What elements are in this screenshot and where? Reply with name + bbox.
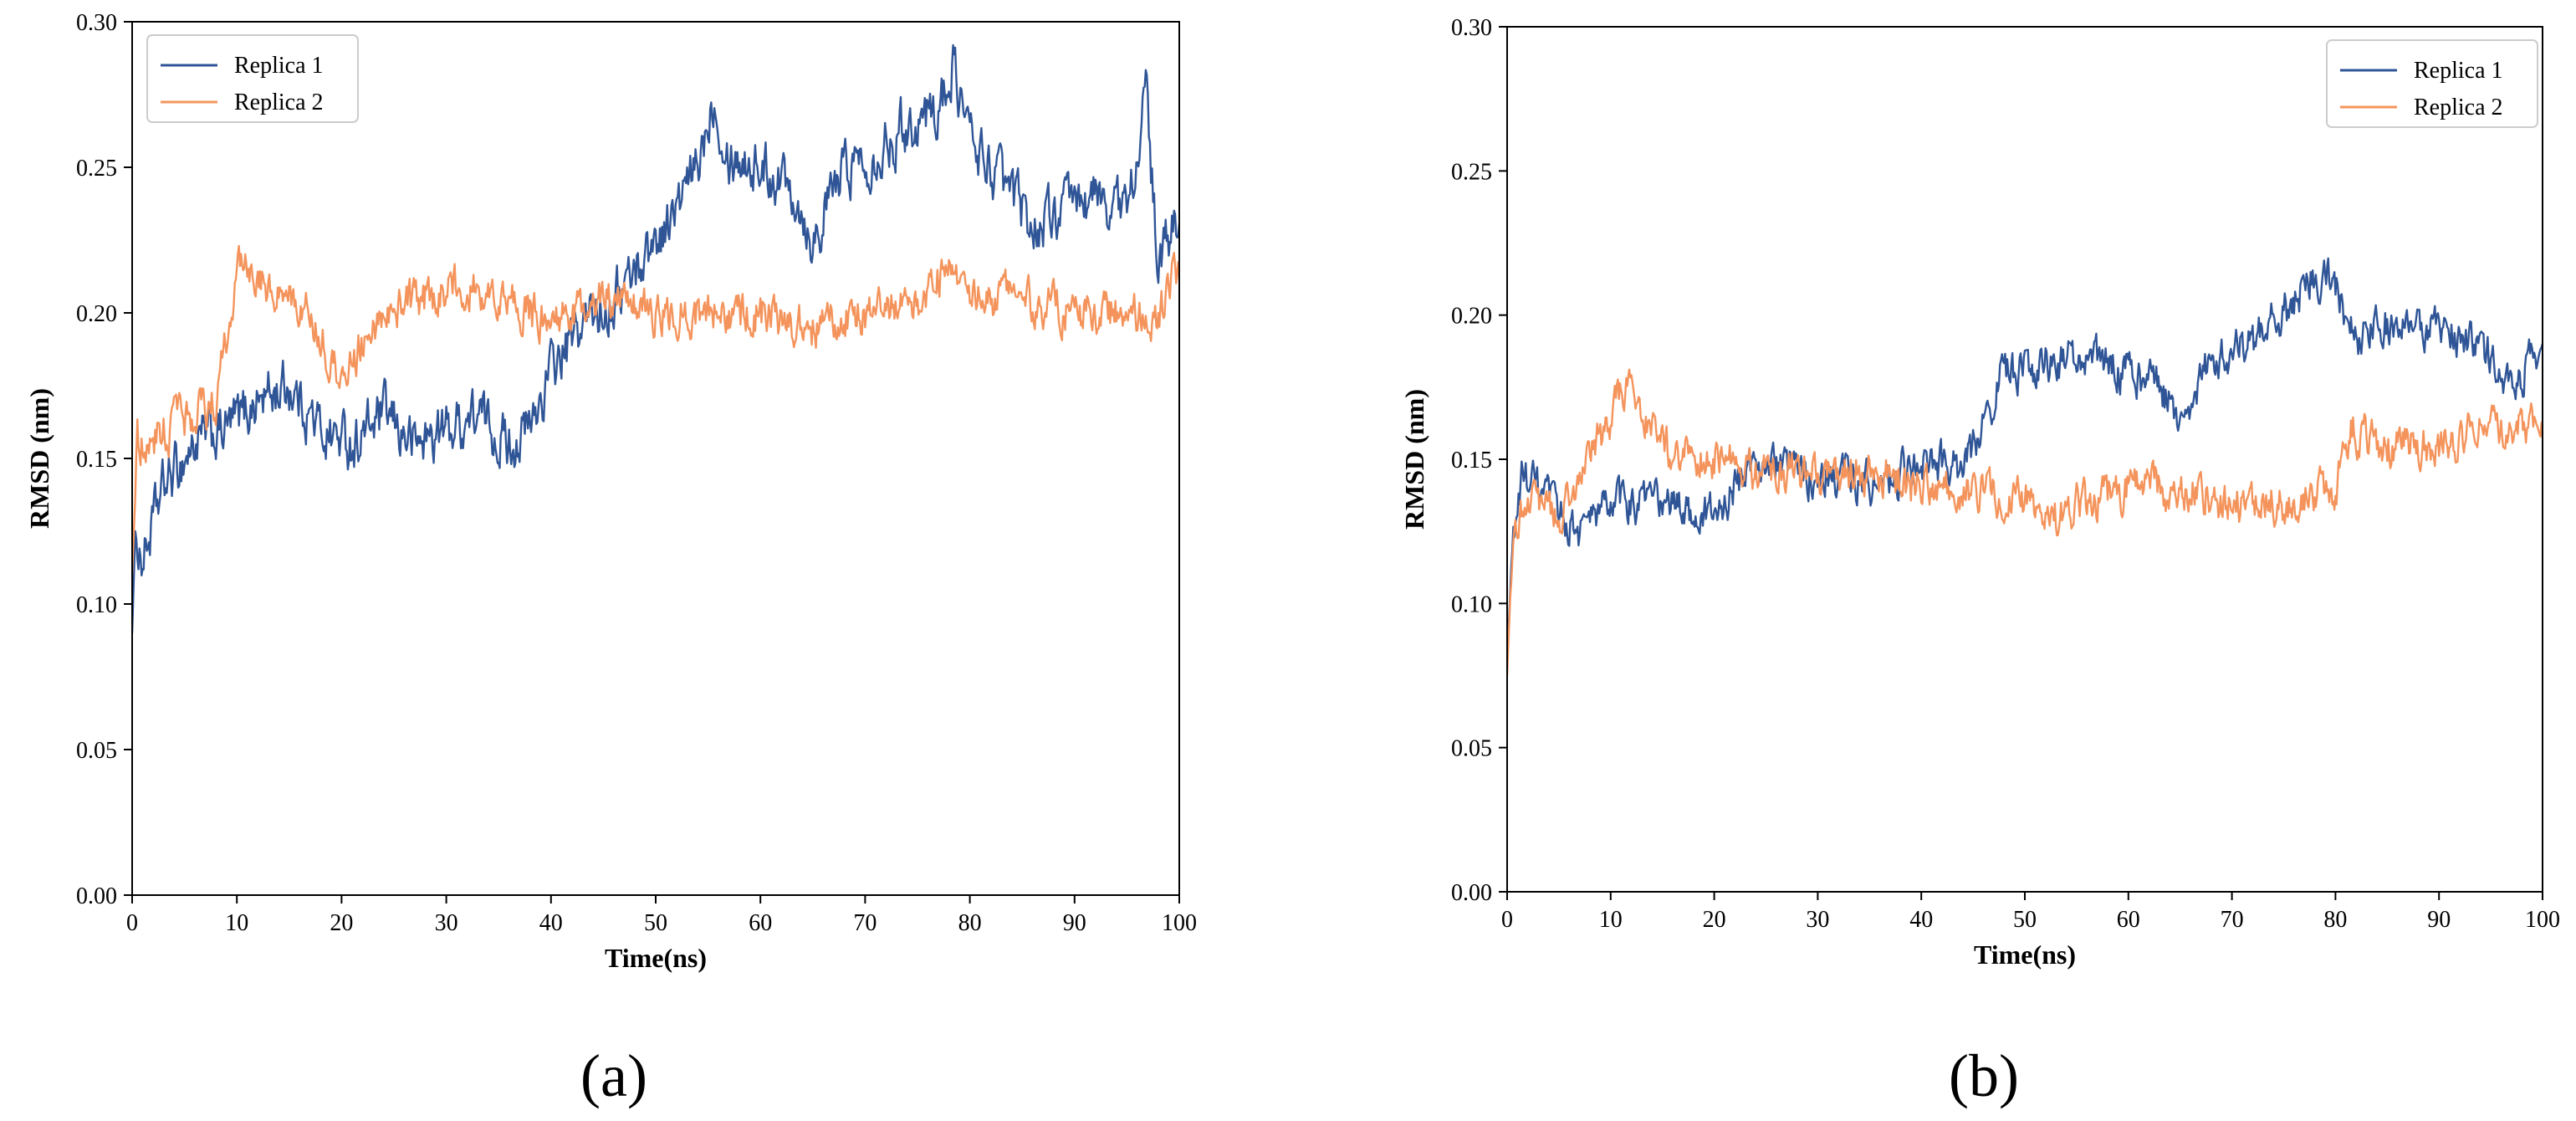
chart-panel-b: 0 10 20 30 40 50 60 70 80 90 100 0.00 0.05 0.10 0.15 0.…: [1399, 15, 2560, 1109]
legend-label-replica-2: Replica 2: [234, 90, 324, 115]
x-tick-label: 60: [2117, 907, 2140, 933]
y-tick-label: 0.05: [76, 738, 117, 764]
plot-frame: [131, 21, 1180, 896]
x-tick-label: 90: [1063, 910, 1086, 936]
x-tick-label: 20: [1703, 907, 1726, 933]
x-tick-label: 0: [1501, 907, 1513, 933]
legend: Replica 1 Replica 2: [146, 34, 359, 123]
x-tick-label: 80: [958, 910, 982, 936]
panel-label: (b): [1949, 1042, 2019, 1109]
y-tick-label: 0.10: [1451, 591, 1492, 617]
legend-label-replica-1: Replica 1: [2414, 58, 2503, 84]
series-line-replica-1: [1507, 257, 2543, 662]
x-tick-label: 100: [2525, 907, 2560, 933]
series-line-replica-1: [132, 44, 1179, 633]
x-tick-label: 90: [2427, 907, 2451, 933]
x-tick-label: 70: [853, 910, 877, 936]
y-tick-label: 0.30: [76, 10, 117, 36]
x-tick-label: 10: [1599, 907, 1623, 933]
x-tick-label: 100: [1162, 910, 1197, 936]
series-line-replica-2: [132, 244, 1179, 576]
legend: Replica 1 Replica 2: [2326, 39, 2538, 128]
x-tick-label: 50: [2013, 907, 2037, 933]
y-tick-label: 0.15: [76, 447, 117, 473]
y-tick-label: 0.05: [1451, 736, 1492, 762]
y-tick-label: 0.20: [1451, 304, 1492, 330]
series-line-replica-2: [1507, 368, 2543, 676]
x-tick-label: 30: [1806, 907, 1829, 933]
x-axis-label: Time(ns): [1974, 939, 2076, 970]
y-tick-label: 0.30: [1451, 15, 1492, 41]
x-tick-label: 70: [2221, 907, 2244, 933]
legend-label-replica-2: Replica 2: [2414, 95, 2503, 120]
x-tick-label: 0: [126, 910, 138, 936]
x-axis-label: Time(ns): [605, 943, 707, 973]
x-tick-label: 40: [539, 910, 563, 936]
x-tick-label: 80: [2323, 907, 2347, 933]
legend-box: [2326, 39, 2538, 128]
x-tick-label: 10: [225, 910, 248, 936]
x-tick-label: 60: [749, 910, 772, 936]
y-tick-label: 0.15: [1451, 448, 1492, 473]
y-tick-label: 0.10: [76, 592, 117, 618]
y-tick-label: 0.00: [76, 883, 117, 909]
y-axis-label: RMSD (nm): [1399, 389, 1429, 530]
chart-panel-a: 0 10 20 30 40 50 60 70 80 90 100 0.00 0.05 0.10 0.15 0.…: [24, 10, 1197, 1109]
x-tick-label: 40: [1909, 907, 1933, 933]
y-tick-label: 0.25: [76, 156, 117, 182]
x-tick-label: 20: [330, 910, 353, 936]
y-tick-label: 0.00: [1451, 880, 1492, 906]
legend-label-replica-1: Replica 1: [234, 53, 324, 79]
y-tick-label: 0.25: [1451, 159, 1492, 185]
y-axis-label: RMSD (nm): [24, 388, 54, 529]
y-tick-label: 0.20: [76, 301, 117, 327]
legend-box: [146, 34, 359, 123]
x-tick-label: 30: [435, 910, 458, 936]
x-tick-label: 50: [644, 910, 667, 936]
panel-label: (a): [580, 1042, 647, 1109]
